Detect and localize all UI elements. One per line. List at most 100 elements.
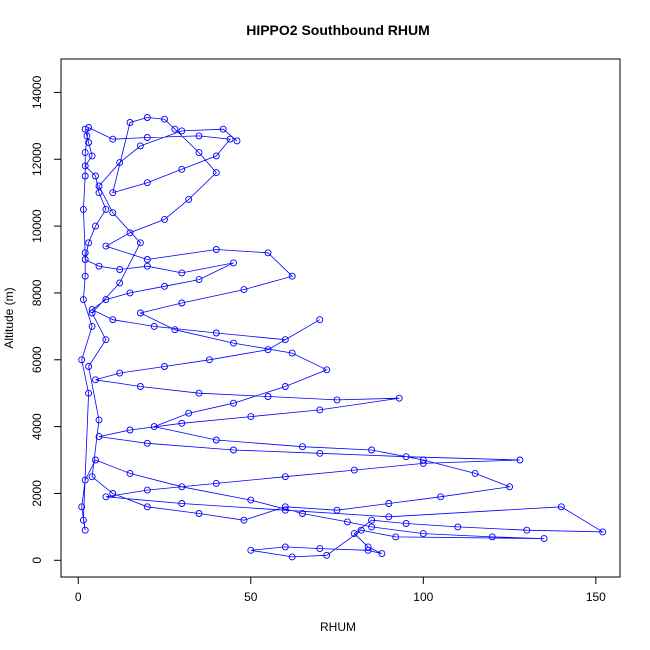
- data-point: [195, 132, 203, 140]
- data-point: [212, 479, 220, 487]
- data-point: [205, 356, 213, 364]
- data-point: [364, 543, 372, 551]
- data-point: [343, 518, 351, 526]
- data-point: [316, 406, 324, 414]
- y-tick-label: 8000: [30, 279, 44, 306]
- data-point: [81, 149, 89, 157]
- data-point: [264, 346, 272, 354]
- data-point: [109, 135, 117, 143]
- data-point: [219, 125, 227, 133]
- x-tick-label: 50: [244, 590, 258, 604]
- data-point: [95, 416, 103, 424]
- data-point: [212, 329, 220, 337]
- x-tick-label: 100: [413, 590, 433, 604]
- data-point: [226, 135, 234, 143]
- data-point: [316, 545, 324, 553]
- data-point: [171, 125, 179, 133]
- data-point: [385, 513, 393, 521]
- data-point: [102, 296, 110, 304]
- data-point: [78, 503, 86, 511]
- data-point: [368, 523, 376, 531]
- data-point: [419, 530, 427, 538]
- data-point: [136, 309, 144, 317]
- data-point: [92, 222, 99, 230]
- data-point: [471, 469, 479, 477]
- data-point: [506, 483, 514, 491]
- data-point: [523, 526, 531, 534]
- data-point: [161, 363, 168, 370]
- data-point: [402, 520, 410, 527]
- data-point: [109, 490, 117, 497]
- data-point: [95, 262, 103, 270]
- data-point: [195, 149, 203, 157]
- data-point: [178, 165, 186, 173]
- data-point: [178, 500, 186, 507]
- y-axis: 0 2000 4000 6000 8000 10000 12000 14000: [30, 75, 62, 564]
- data-point: [116, 159, 124, 167]
- data-point: [212, 436, 220, 444]
- data-point: [150, 322, 158, 330]
- data-point: [92, 172, 99, 180]
- data-point: [79, 516, 87, 524]
- data-point: [281, 543, 289, 551]
- series-line: [81, 117, 605, 558]
- data-point: [143, 134, 151, 141]
- data-point: [299, 510, 306, 517]
- data-point: [116, 279, 124, 287]
- data-point: [557, 503, 565, 511]
- data-point: [126, 469, 134, 477]
- data-point: [195, 389, 203, 397]
- y-axis-label: Altitude (m): [2, 287, 16, 348]
- data-point: [195, 510, 203, 517]
- x-axis-label: RHUM: [320, 620, 356, 634]
- data-point: [95, 433, 103, 441]
- data-point: [85, 124, 93, 131]
- data-point: [350, 466, 358, 474]
- data-point: [419, 456, 427, 464]
- y-tick-label: 10000: [30, 209, 44, 243]
- data-point: [178, 127, 186, 135]
- data-point: [102, 242, 110, 250]
- data-point: [88, 152, 96, 160]
- data-point: [102, 205, 110, 213]
- data-point: [288, 553, 296, 561]
- x-tick-label: 0: [75, 590, 82, 604]
- data-point: [419, 459, 427, 467]
- data-point: [281, 503, 289, 511]
- data-point: [230, 399, 237, 407]
- data-point: [143, 179, 151, 187]
- data-point: [212, 169, 220, 177]
- data-point: [212, 152, 220, 160]
- x-tick-label: 150: [586, 590, 606, 604]
- data-point: [247, 546, 255, 554]
- data-point: [540, 535, 548, 543]
- data-point: [126, 426, 134, 434]
- data-point: [116, 369, 124, 377]
- data-point: [109, 316, 117, 324]
- data-point: [230, 339, 237, 347]
- data-point: [299, 443, 306, 451]
- data-point: [136, 383, 144, 390]
- data-point: [95, 189, 103, 197]
- data-point: [264, 249, 272, 257]
- data-point: [81, 162, 89, 170]
- data-point: [178, 299, 186, 307]
- data-point: [92, 376, 99, 384]
- data-point: [136, 142, 144, 150]
- data-point: [81, 272, 89, 280]
- data-point: [143, 114, 151, 121]
- y-tick-label: 2000: [30, 480, 44, 507]
- data-point: [143, 503, 151, 511]
- chart-title: HIPPO2 Southbound RHUM: [246, 22, 430, 38]
- data-point: [333, 396, 341, 404]
- data-point: [78, 356, 86, 364]
- data-point: [385, 500, 393, 507]
- data-point: [281, 506, 289, 514]
- data-point: [178, 419, 186, 427]
- data-point: [247, 413, 255, 421]
- data-point: [143, 439, 151, 447]
- data-point: [102, 336, 110, 344]
- data-point: [81, 256, 89, 263]
- data-point: [281, 473, 289, 481]
